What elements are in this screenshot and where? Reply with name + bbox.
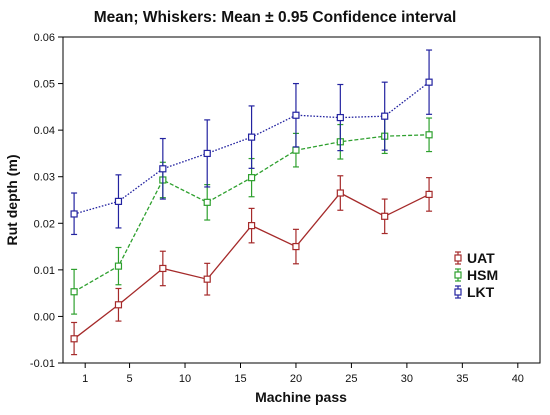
x-tick-label: 35 (456, 373, 468, 385)
series-layer (70, 49, 433, 356)
data-point-uat (247, 222, 256, 230)
axis-ticks: 1 5 10 15 20 25 30 35 40-0.010.000.010.020.030.0… (30, 32, 524, 385)
x-tick-label: 25 (345, 373, 357, 385)
legend-label-uat: UAT (467, 250, 495, 266)
data-point-uat (336, 189, 344, 197)
x-tick-label: 20 (290, 373, 302, 385)
plot-area (62, 36, 541, 364)
legend-marker-uat (454, 254, 462, 262)
y-tick-label: 0.00 (34, 311, 55, 323)
chart-title: Mean; Whiskers: Mean ± 0.95 Confidence i… (94, 9, 457, 26)
data-point-lkt (203, 149, 211, 158)
x-tick-label: 5 (126, 373, 132, 385)
y-tick-label: 0.04 (34, 125, 55, 137)
data-point-uat (381, 212, 389, 220)
y-tick-label: 0.05 (34, 79, 55, 91)
x-tick-label: 10 (179, 373, 191, 385)
data-point-uat (292, 242, 300, 251)
x-tick-label: 1 (82, 373, 88, 385)
data-point-hsm (292, 146, 300, 154)
data-point-hsm (203, 198, 211, 206)
x-tick-label: 30 (401, 373, 413, 385)
data-point-lkt (336, 113, 344, 122)
data-point-lkt (114, 197, 123, 205)
legend-marker-lkt (454, 288, 462, 296)
data-point-lkt (247, 133, 256, 141)
data-point-lkt (70, 210, 78, 218)
y-tick-label: 0.02 (34, 218, 55, 230)
data-point-uat (425, 190, 433, 199)
y-tick-label: 0.06 (34, 32, 55, 44)
x-tick-label: 40 (512, 373, 524, 385)
data-point-hsm (247, 174, 256, 182)
data-point-lkt (159, 165, 167, 173)
y-tick-label: 0.03 (34, 172, 55, 184)
y-axis-label: Rut depth (m) (4, 155, 20, 246)
data-point-lkt (425, 78, 433, 86)
data-point-uat (203, 275, 211, 283)
data-point-hsm (70, 288, 78, 296)
legend-marker-hsm (454, 271, 462, 279)
x-axis-label: Machine pass (255, 389, 347, 405)
legend-label-hsm: HSM (467, 267, 498, 283)
series-lkt (70, 49, 433, 236)
y-tick-label: -0.01 (30, 358, 55, 370)
x-tick-label: 15 (234, 373, 246, 385)
data-point-uat (159, 264, 167, 273)
data-point-lkt (292, 111, 300, 119)
data-point-lkt (381, 112, 389, 120)
series-uat (70, 175, 433, 356)
data-point-hsm (425, 131, 433, 139)
data-point-uat (70, 335, 78, 343)
y-tick-label: 0.01 (34, 265, 55, 277)
legend-label-lkt: LKT (467, 284, 495, 300)
data-point-hsm (114, 262, 123, 270)
data-point-uat (114, 301, 123, 309)
